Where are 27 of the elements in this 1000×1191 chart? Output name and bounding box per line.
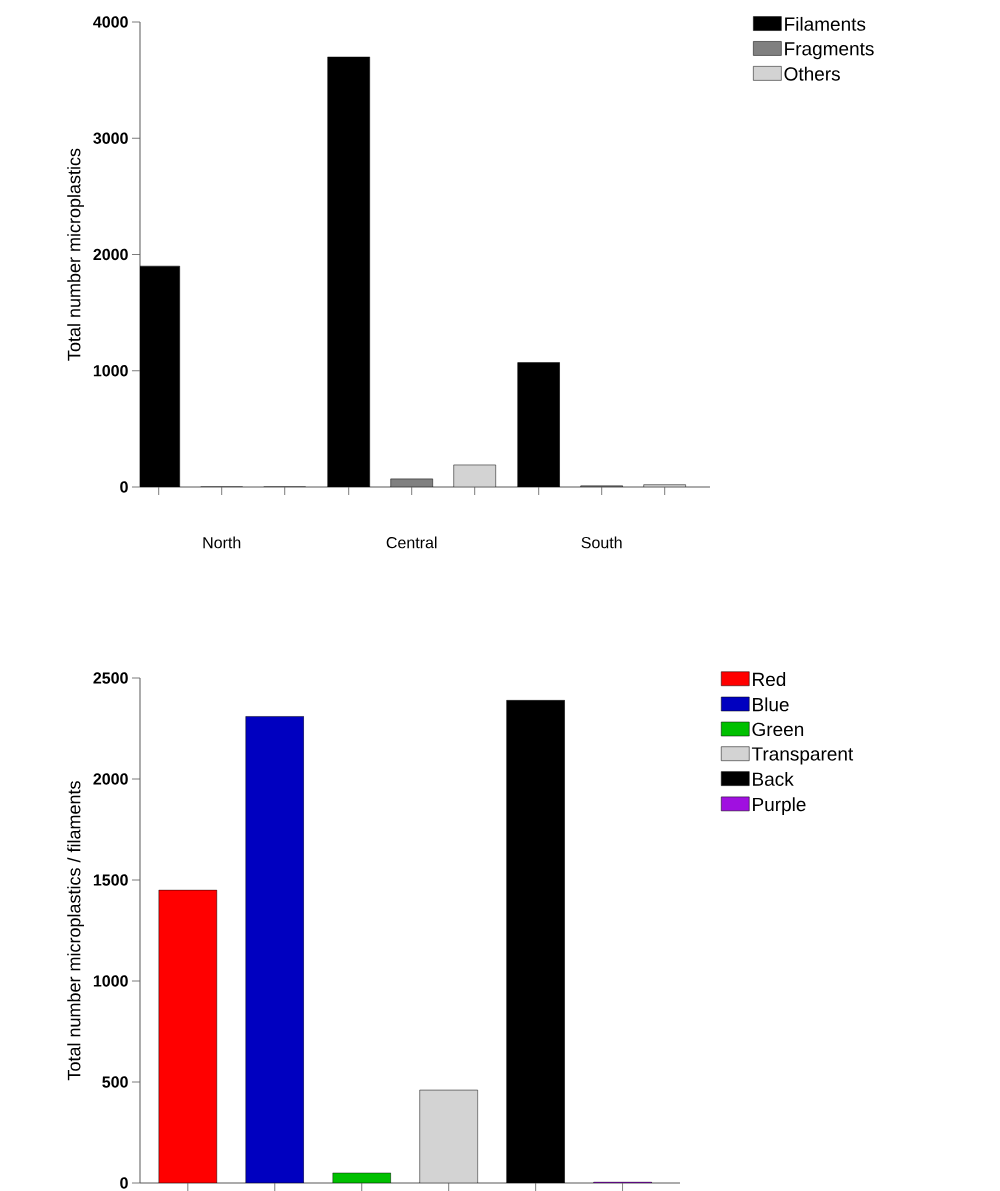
y-tick-label: 4000 [93, 16, 128, 28]
y-tick-label: 0 [120, 481, 128, 493]
bar [327, 56, 370, 488]
legend-label: Purple [753, 797, 806, 815]
legend-label: Others [784, 66, 840, 81]
legend-label: Green [752, 722, 804, 737]
bar [517, 362, 560, 488]
legend-label: Blue [753, 697, 789, 712]
y-tick-label: 2000 [93, 248, 128, 261]
y-tick-label: 1500 [93, 874, 128, 886]
y-tick-label: 1000 [93, 975, 128, 987]
x-tick-label: South [581, 536, 622, 549]
y-axis-title: Total number microplastics [67, 148, 84, 361]
y-tick-label: 2000 [93, 773, 128, 785]
legend-label: Back [753, 771, 794, 786]
y-tick-label: 3000 [93, 132, 128, 144]
legend-label: Red [753, 672, 786, 687]
y-tick-label: 1000 [93, 365, 128, 377]
y-tick-label: 2500 [93, 672, 128, 684]
legend-label: Fragments [785, 42, 874, 60]
x-tick-label: North [203, 536, 241, 549]
y-axis-title: Total number microplastics / filaments [67, 781, 84, 1081]
legend-label: Transparent [751, 747, 854, 765]
legend-label: Filaments [785, 16, 866, 31]
y-tick-label: 500 [102, 1076, 128, 1088]
y-tick-label: 0 [120, 1177, 128, 1189]
x-tick-label: Central [386, 536, 437, 549]
